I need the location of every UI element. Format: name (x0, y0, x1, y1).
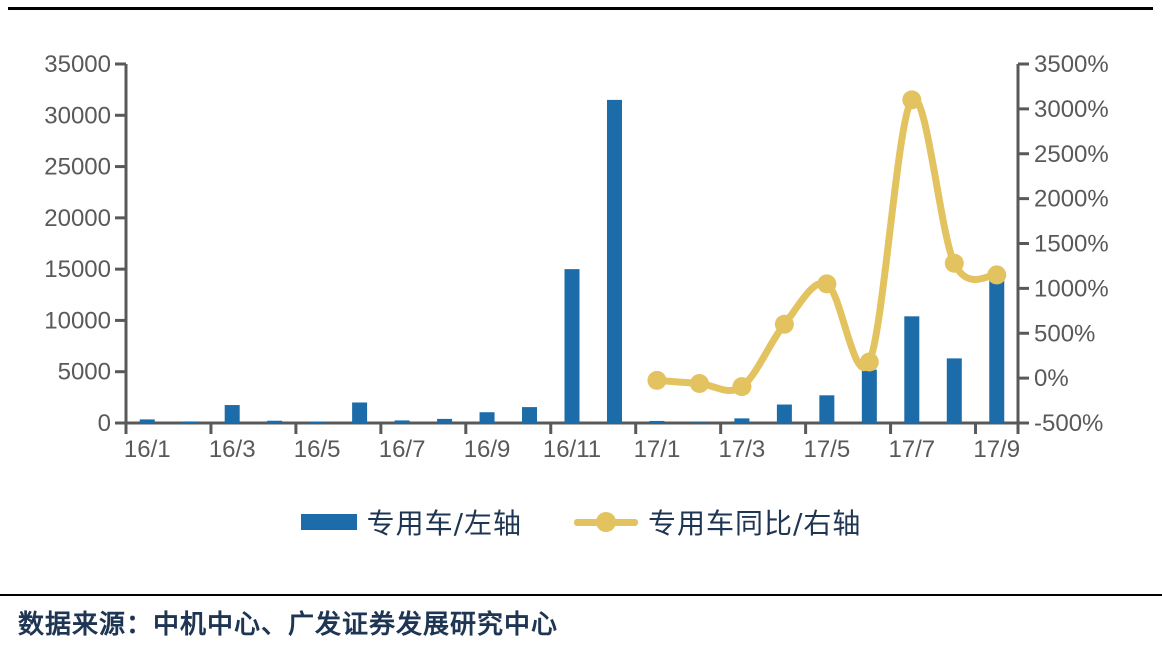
yoy-line-marker (774, 314, 794, 334)
right-axis-tick-label: 0% (1034, 365, 1069, 392)
right-axis-tick-label: 1500% (1034, 231, 1109, 258)
bar-17-8 (946, 358, 962, 423)
yoy-line-marker (944, 253, 964, 273)
bar-16-12 (606, 99, 622, 424)
bar-16-3 (224, 405, 240, 423)
bar-16-4 (267, 420, 283, 423)
data-source-text: 数据来源：中机中心、广发证券发展研究中心 (18, 610, 559, 640)
bar-16-1 (139, 419, 155, 423)
legend-label-line: 专用车同比/右轴 (648, 507, 862, 540)
x-axis-tick-label: 16/9 (464, 436, 511, 463)
x-axis-tick-label: 17/9 (973, 436, 1020, 463)
left-axis-tick-label: 5000 (58, 359, 111, 386)
chart-legend: 专用车/左轴 专用车同比/右轴 (0, 496, 1162, 548)
bar-16-5 (309, 421, 325, 423)
yoy-line-marker (647, 370, 667, 390)
left-axis-tick-label: 10000 (44, 307, 111, 334)
legend-label-bars: 专用车/左轴 (366, 507, 522, 540)
x-axis-tick-label: 17/5 (803, 436, 850, 463)
bar-16-7 (394, 420, 410, 423)
legend-item-bars: 专用车/左轴 (300, 502, 522, 542)
chart-canvas: 0 5000 10000 15000 20000 25000 30000 35000 -500%… (44, 51, 1109, 463)
x-axis-tick-label: 16/11 (543, 436, 601, 463)
x-axis-tick-label: 17/3 (719, 436, 766, 463)
left-axis-tick-label: 35000 (44, 51, 111, 78)
x-axis-tick-label: 16/3 (209, 436, 256, 463)
right-axis-tick-label: 1000% (1034, 275, 1109, 302)
bar-16-11 (564, 269, 580, 423)
left-axis-tick-label: 25000 (44, 154, 111, 181)
x-axis-tick-label: 17/1 (634, 436, 681, 463)
right-axis-tick-label: 3000% (1034, 96, 1109, 123)
bar-16-6 (352, 402, 368, 423)
right-axis-tick-label: 3500% (1034, 51, 1109, 78)
yoy-line-marker (817, 274, 837, 294)
right-axis-tick-label: -500% (1034, 410, 1103, 437)
legend-item-line: 专用车同比/右轴 (574, 502, 861, 542)
right-axis-tick-label: 500% (1034, 320, 1095, 347)
x-axis-tick-label: 16/1 (124, 436, 171, 463)
right-axis-tick-label: 2000% (1034, 186, 1109, 213)
x-axis-tick-label: 16/5 (294, 436, 341, 463)
yoy-line-marker (902, 90, 922, 110)
left-axis-tick-label: 15000 (44, 256, 111, 283)
line-swatch-marker (596, 512, 616, 532)
yoy-line-marker (859, 352, 879, 372)
dual-axis-chart: 0 5000 10000 15000 20000 25000 30000 35000 -500%… (44, 51, 1109, 463)
left-axis-tick-label: 30000 (44, 102, 111, 129)
yoy-line-marker (987, 265, 1007, 285)
bar-17-9 (989, 280, 1005, 423)
top-rule (8, 7, 1153, 10)
bar-series-swatch (300, 514, 357, 530)
yoy-line-marker (732, 377, 752, 397)
bar-16-10 (522, 407, 538, 423)
bar-17-4 (776, 404, 792, 423)
x-axis-tick-label: 17/7 (888, 436, 935, 463)
bar-17-7 (904, 316, 920, 423)
yoy-line (653, 95, 1001, 394)
bar-17-2 (691, 422, 707, 424)
x-axis-tick-label: 16/7 (379, 436, 426, 463)
bar-17-3 (734, 418, 750, 423)
yoy-line-marker (689, 374, 709, 394)
line-series-swatch (574, 511, 638, 533)
bar-16-2 (182, 421, 198, 423)
left-axis-tick-label: 0 (98, 410, 111, 437)
bar-16-9 (479, 412, 495, 423)
bar-17-6 (861, 369, 877, 423)
bar-16-8 (437, 418, 453, 423)
bar-17-5 (819, 395, 835, 423)
right-axis-tick-label: 2500% (1034, 141, 1109, 168)
footer-separator (0, 594, 1162, 596)
left-axis-tick-label: 20000 (44, 205, 111, 232)
bar-17-1 (649, 420, 665, 423)
